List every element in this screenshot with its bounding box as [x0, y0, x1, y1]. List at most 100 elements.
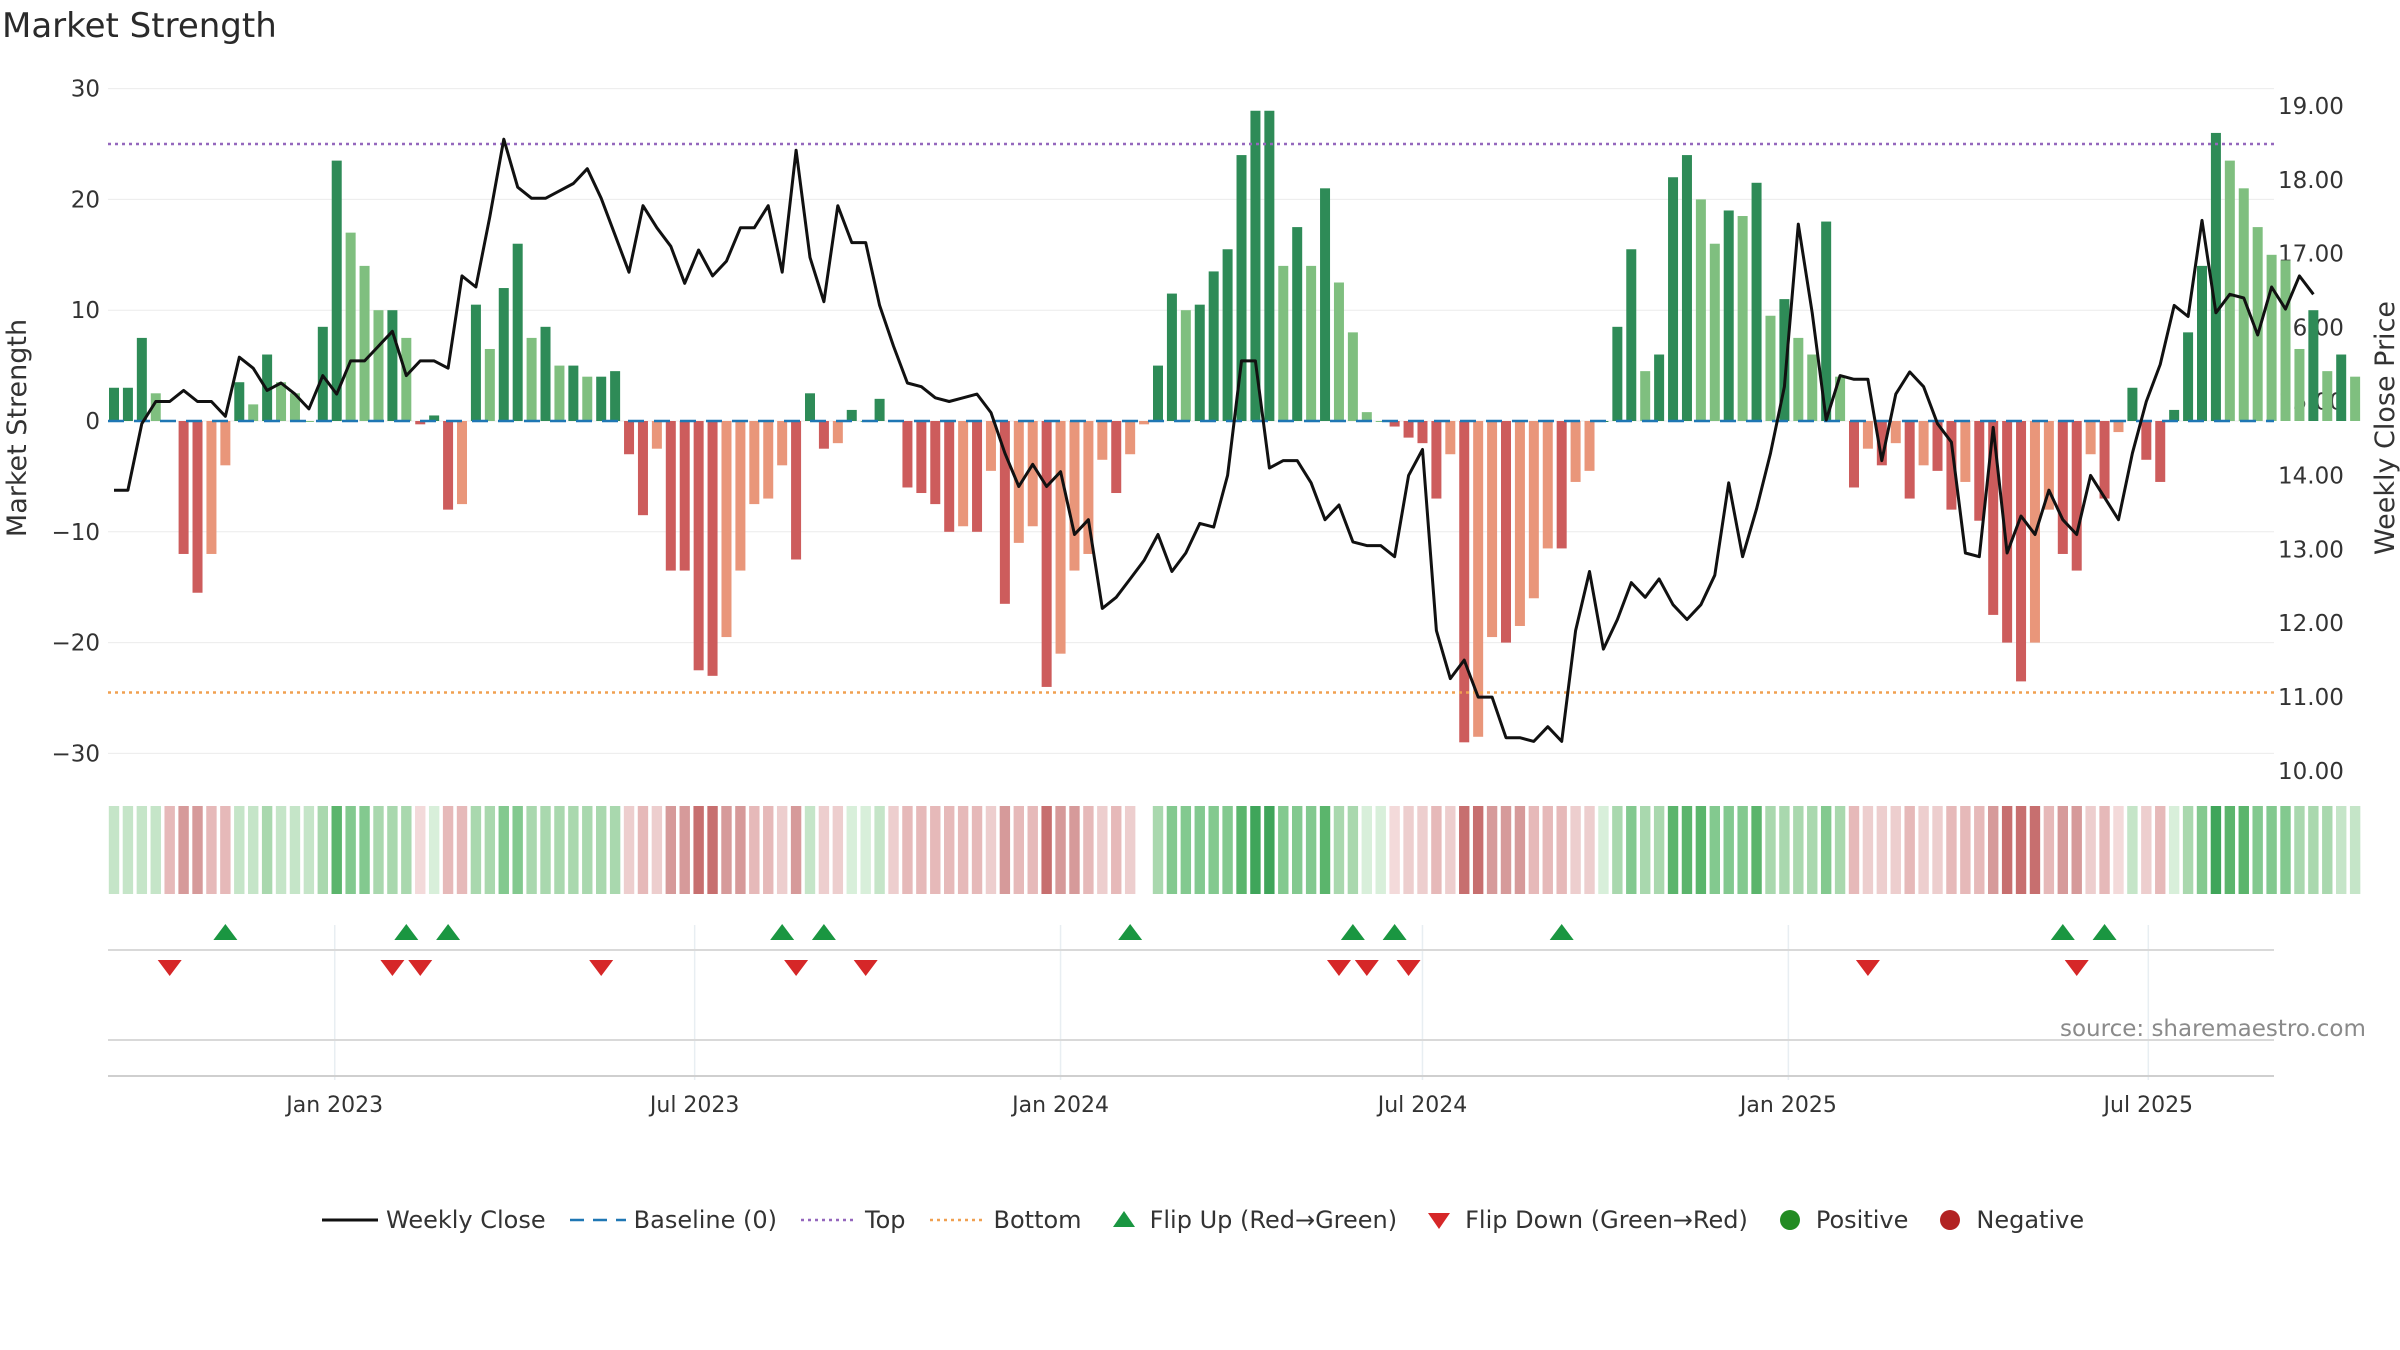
strength-strip-cell [609, 806, 621, 894]
strength-bar [721, 421, 732, 638]
strength-bar [401, 337, 412, 421]
legend-top[interactable]: Top [797, 1206, 906, 1234]
strength-bar [1069, 421, 1080, 571]
strength-strip-cell [1027, 806, 1038, 894]
strength-strip-cell [944, 806, 955, 894]
legend-bottom[interactable]: Bottom [926, 1206, 1082, 1234]
y-left-tick-label: −20 [51, 631, 100, 657]
strength-bar [2322, 371, 2333, 421]
strength-bar [1821, 221, 1832, 421]
legend-label: Bottom [993, 1206, 1082, 1234]
strength-bar [109, 387, 119, 421]
strength-bar [944, 421, 955, 532]
strength-strip-cell [373, 806, 384, 894]
flip-down-marker [408, 960, 433, 976]
strength-bar [972, 421, 983, 532]
strength-strip-cell [1556, 806, 1567, 894]
strength-strip-cell [442, 806, 454, 894]
strength-strip-cell [860, 806, 871, 894]
strength-bar [846, 409, 857, 421]
strength-bar [415, 421, 426, 425]
strength-strip-cell [428, 806, 440, 894]
strength-strip-cell [1124, 806, 1136, 894]
chart-title: Market Strength [2, 6, 277, 46]
strength-strip-cell [1459, 806, 1470, 894]
y-right-tick-label: 19.00 [2278, 94, 2344, 120]
strength-strip-cell [1333, 806, 1345, 894]
strength-bar [2113, 421, 2124, 433]
legend-weekly-close[interactable]: Weekly Close [318, 1206, 546, 1234]
legend-positive[interactable]: Positive [1768, 1206, 1908, 1234]
strength-strip-cell [2099, 806, 2110, 894]
strength-strip-cell [1751, 806, 1762, 894]
strength-bar [582, 376, 593, 421]
strength-strip-cell [776, 806, 788, 894]
y-right-tick-label: 14.00 [2278, 463, 2344, 489]
strength-strip-cell [470, 806, 482, 894]
strength-strip-cell [971, 806, 983, 894]
strength-strip-cell [1445, 806, 1456, 894]
strength-bar [1194, 304, 1205, 421]
strength-bar [651, 421, 662, 449]
x-tick-label: Jan 2025 [1738, 1093, 1837, 1118]
strength-bar [1960, 421, 1971, 482]
legend-dot-line-icon [801, 1218, 858, 1222]
strength-bar [596, 376, 607, 421]
legend-baseline[interactable]: Baseline (0) [566, 1206, 777, 1234]
strength-strip-cell [2252, 806, 2263, 894]
strength-strip-cell [1904, 806, 1915, 894]
strength-strip-cell [1347, 806, 1359, 894]
strength-strip-cell [1250, 806, 1261, 894]
strength-bar [2099, 421, 2110, 499]
strength-bar [387, 310, 398, 421]
flip-down-marker [1396, 960, 1421, 976]
strength-bar [429, 415, 440, 421]
strength-bar [1361, 412, 1372, 421]
strength-strip-cell [178, 806, 189, 894]
strength-strip-cell [1848, 806, 1860, 894]
strength-strip-cell [1222, 806, 1233, 894]
strength-bar [1459, 421, 1470, 743]
strength-bar [206, 421, 217, 554]
strength-bar [1570, 421, 1581, 482]
strength-bar [805, 393, 815, 421]
strength-strip-cell [192, 806, 203, 894]
y-right-tick-label: 10.00 [2278, 759, 2344, 785]
y-left-tick-label: −10 [51, 520, 100, 546]
strength-strip-cell [1695, 806, 1707, 894]
strength-strip-cell [1514, 806, 1526, 894]
strength-bar [624, 421, 635, 455]
flip-down-marker [1855, 960, 1880, 976]
strength-strip-cell [1737, 806, 1748, 894]
strength-strip-cell [1653, 806, 1665, 894]
strength-strip-cell [1264, 806, 1275, 894]
strength-bar [2155, 421, 2166, 482]
strength-bar [1320, 188, 1331, 421]
strength-strip-cell [874, 806, 885, 894]
strength-bar [1668, 177, 1679, 421]
strength-bar [1083, 421, 1094, 554]
strength-bar [1640, 371, 1651, 421]
legend-negative[interactable]: Negative [1928, 1206, 2084, 1234]
strength-bar [276, 382, 287, 421]
strength-bar [902, 421, 913, 488]
strength-bar [1681, 155, 1692, 421]
strength-bar [1487, 421, 1498, 638]
strength-bar [1292, 227, 1303, 421]
strength-strip-cell [1166, 806, 1178, 894]
strength-strip-cell [2294, 806, 2305, 894]
strength-strip-cell [2029, 806, 2041, 894]
legend-flip-up[interactable]: Flip Up (Red→Green) [1102, 1206, 1397, 1234]
legend-label: Weekly Close [386, 1206, 546, 1234]
strength-bar [1737, 216, 1748, 421]
strength-bar [331, 160, 342, 421]
strength-bar [1041, 421, 1052, 687]
strength-strip-cell [832, 806, 844, 894]
legend-label: Negative [1976, 1206, 2085, 1234]
strength-strip-cell [2015, 806, 2027, 894]
legend-flip-down[interactable]: Flip Down (Green→Red) [1417, 1206, 1748, 1234]
strength-bar [1473, 421, 1484, 737]
strength-strip-cell [916, 806, 927, 894]
strength-bar [1890, 421, 1901, 444]
flip-down-marker [853, 960, 878, 976]
